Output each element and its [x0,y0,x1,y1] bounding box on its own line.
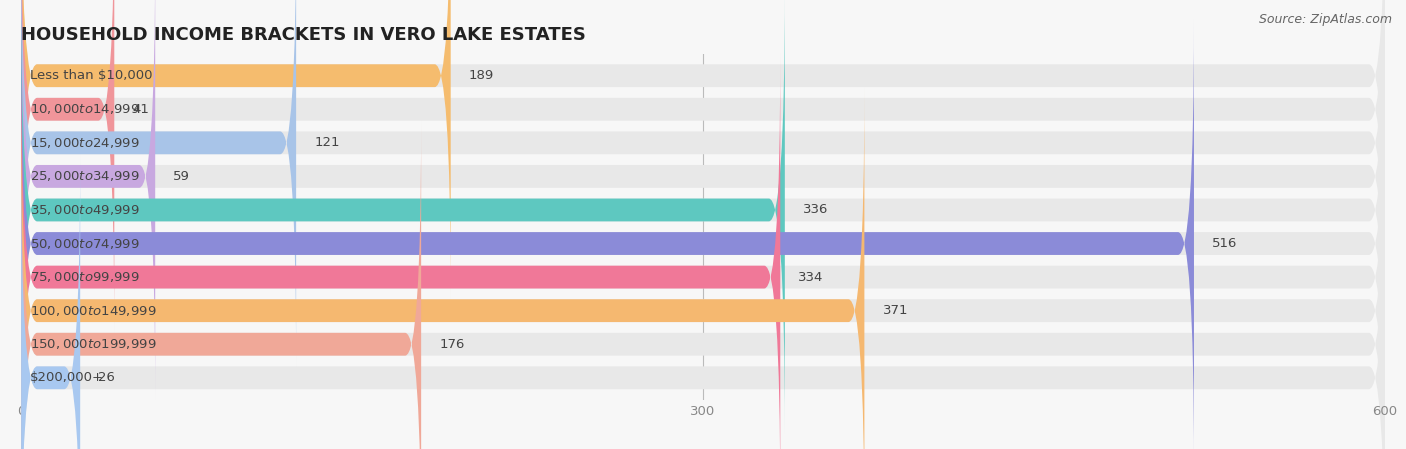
Text: $150,000 to $199,999: $150,000 to $199,999 [30,337,156,351]
FancyBboxPatch shape [21,0,1385,366]
FancyBboxPatch shape [21,0,297,366]
FancyBboxPatch shape [21,0,114,333]
FancyBboxPatch shape [21,0,1385,299]
Text: $25,000 to $34,999: $25,000 to $34,999 [30,169,139,183]
Text: 371: 371 [883,304,908,317]
FancyBboxPatch shape [21,20,1385,449]
FancyBboxPatch shape [21,0,155,400]
Text: 121: 121 [315,136,340,150]
FancyBboxPatch shape [21,53,780,449]
FancyBboxPatch shape [21,154,80,449]
Text: $35,000 to $49,999: $35,000 to $49,999 [30,203,139,217]
Text: 336: 336 [803,203,828,216]
Text: $75,000 to $99,999: $75,000 to $99,999 [30,270,139,284]
Text: $50,000 to $74,999: $50,000 to $74,999 [30,237,139,251]
FancyBboxPatch shape [21,0,785,434]
Text: $10,000 to $14,999: $10,000 to $14,999 [30,102,139,116]
Text: 189: 189 [468,69,494,82]
Text: 26: 26 [98,371,115,384]
Text: $100,000 to $149,999: $100,000 to $149,999 [30,304,156,317]
Text: 516: 516 [1212,237,1237,250]
FancyBboxPatch shape [21,87,865,449]
FancyBboxPatch shape [21,0,1385,333]
FancyBboxPatch shape [21,53,1385,449]
Text: Less than $10,000: Less than $10,000 [30,69,153,82]
FancyBboxPatch shape [21,121,422,449]
Text: 41: 41 [132,103,149,116]
Text: $15,000 to $24,999: $15,000 to $24,999 [30,136,139,150]
Text: 334: 334 [799,271,824,284]
FancyBboxPatch shape [21,0,451,299]
FancyBboxPatch shape [21,154,1385,449]
FancyBboxPatch shape [21,20,1194,449]
Text: Source: ZipAtlas.com: Source: ZipAtlas.com [1258,13,1392,26]
FancyBboxPatch shape [21,0,1385,434]
FancyBboxPatch shape [21,121,1385,449]
Text: 176: 176 [439,338,465,351]
FancyBboxPatch shape [21,87,1385,449]
Text: $200,000+: $200,000+ [30,371,104,384]
Text: 59: 59 [173,170,190,183]
Text: HOUSEHOLD INCOME BRACKETS IN VERO LAKE ESTATES: HOUSEHOLD INCOME BRACKETS IN VERO LAKE E… [21,26,586,44]
FancyBboxPatch shape [21,0,1385,400]
